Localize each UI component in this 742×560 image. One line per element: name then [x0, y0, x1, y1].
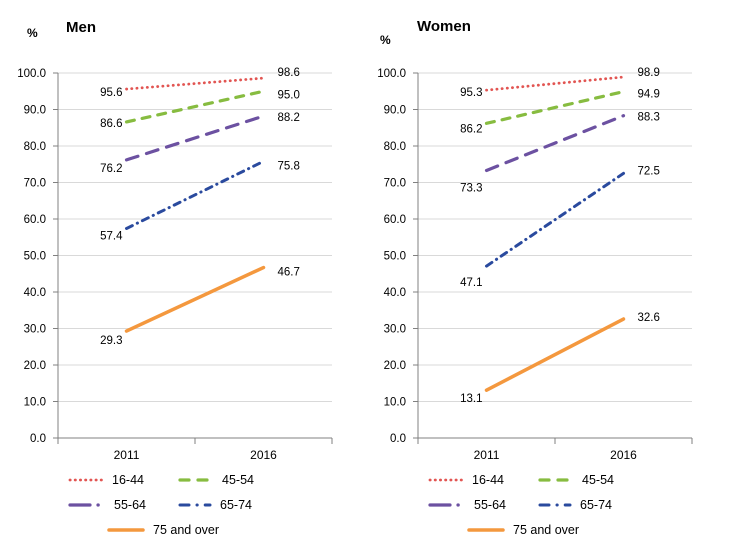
- y-axis-tick-label: 50.0: [24, 251, 46, 263]
- legend-item-16-44: 16-44: [428, 473, 504, 487]
- legend-label: 16-44: [472, 473, 504, 487]
- legend-line-sample: [178, 503, 212, 507]
- legend-item-55-64: 55-64: [428, 498, 506, 512]
- series-line-55-64: [484, 114, 626, 173]
- legend-line-sample: [178, 478, 214, 482]
- data-label: 88.2: [278, 112, 300, 124]
- y-axis-unit-label: %: [27, 26, 38, 40]
- data-label: 72.5: [638, 165, 660, 177]
- data-label: 13.1: [460, 393, 482, 405]
- y-axis-tick-label: 40.0: [24, 287, 46, 299]
- legend-label: 55-64: [474, 498, 506, 512]
- y-axis-tick-label: 40.0: [384, 287, 406, 299]
- legend-label: 16-44: [112, 473, 144, 487]
- data-label: 75.8: [278, 160, 300, 172]
- y-axis-tick-label: 30.0: [384, 324, 406, 336]
- legend-item-75-and-over: 75 and over: [467, 523, 579, 537]
- data-label: 98.6: [278, 67, 300, 79]
- chart-title-women: Women: [417, 18, 471, 35]
- legend-item-45-54: 45-54: [178, 473, 254, 487]
- y-axis-tick-label: 10.0: [24, 397, 46, 409]
- legend-line-sample: [467, 528, 505, 532]
- legend-line-sample: [107, 528, 145, 532]
- x-axis-tick-label: 2016: [610, 448, 637, 462]
- legend-item-65-74: 65-74: [178, 498, 252, 512]
- legend-item-55-64: 55-64: [68, 498, 146, 512]
- series-line-55-64: [124, 114, 266, 162]
- y-axis-tick-label: 60.0: [384, 214, 406, 226]
- legend-label: 75 and over: [153, 523, 220, 537]
- data-label: 32.6: [638, 312, 660, 324]
- data-label: 57.4: [100, 230, 123, 242]
- plot-area-women: 0.0 10.0 20.0 30.0 40.0 50.0 60.0 70.0 80.0 90.0 1…: [377, 67, 693, 462]
- legend-label: 55-64: [114, 498, 146, 512]
- y-axis-tick-label: 0.0: [30, 433, 46, 445]
- series-line-75-and-over: [124, 265, 266, 333]
- series-line-16-44: [485, 75, 625, 92]
- series-line-16-44: [125, 76, 265, 91]
- legend-label: 45-54: [582, 473, 614, 487]
- series-line-45-54: [124, 89, 266, 124]
- legend-item-16-44: 16-44: [68, 473, 144, 487]
- y-axis-tick-label: 90.0: [24, 105, 46, 117]
- data-label: 73.3: [460, 182, 482, 194]
- y-axis-tick-label: 60.0: [24, 214, 46, 226]
- legend-label: 45-54: [222, 473, 254, 487]
- legend-line-sample: [538, 478, 574, 482]
- y-axis-tick-label: 20.0: [384, 360, 406, 372]
- legend-item-75-and-over: 75 and over: [107, 523, 219, 537]
- series-line-65-74: [485, 171, 625, 268]
- y-axis-tick-label: 100.0: [377, 68, 406, 80]
- data-label: 76.2: [100, 163, 122, 175]
- y-axis-tick-label: 30.0: [24, 324, 46, 336]
- chart-panel-women: % Women 0.0 10.0 20.0 30.0 40.0 50.0 60.0 70.0 8…: [371, 0, 742, 560]
- x-axis-tick-label: 2011: [114, 448, 140, 462]
- x-axis-tick-label: 2011: [474, 448, 500, 462]
- data-label: 86.6: [100, 118, 122, 130]
- legend-item-65-74: 65-74: [538, 498, 612, 512]
- y-axis-tick-label: 70.0: [24, 178, 46, 190]
- y-axis-tick-label: 0.0: [390, 433, 406, 445]
- legend-label: 65-74: [580, 498, 612, 512]
- legend-line-sample: [428, 478, 464, 482]
- data-label: 46.7: [278, 267, 300, 279]
- y-axis-tick-label: 100.0: [17, 68, 46, 80]
- legend-line-sample: [538, 503, 572, 507]
- legend-line-sample: [428, 503, 466, 507]
- legend-line-sample: [68, 503, 106, 507]
- legend-item-45-54: 45-54: [538, 473, 614, 487]
- y-axis-tick-label: 10.0: [384, 397, 406, 409]
- y-axis-tick-label: 80.0: [384, 141, 406, 153]
- y-axis-tick-label: 20.0: [24, 360, 46, 372]
- legend-line-sample: [68, 478, 104, 482]
- data-label: 98.9: [638, 67, 660, 79]
- series-line-65-74: [125, 159, 265, 230]
- data-label: 94.9: [638, 89, 660, 101]
- y-axis-tick-label: 70.0: [384, 178, 406, 190]
- y-axis-tick-label: 80.0: [24, 141, 46, 153]
- plot-area-men: 0.0 10.0 20.0 30.0 40.0 50.0 60.0 70.0 80.0 90.0 1…: [17, 67, 333, 462]
- legend-label: 65-74: [220, 498, 252, 512]
- chart-panel-men: % Men 0.0 10.0 20.0 30.0 40.0 50.0 60.0 70.0 80.…: [17, 19, 333, 537]
- data-label: 95.0: [278, 89, 300, 101]
- data-label: 95.3: [460, 87, 482, 99]
- y-axis-tick-label: 90.0: [384, 105, 406, 117]
- x-axis-tick-label: 2016: [250, 448, 277, 462]
- y-axis-tick-label: 50.0: [384, 251, 406, 263]
- y-axis-unit-label: %: [380, 33, 391, 47]
- data-label: 47.1: [460, 277, 482, 289]
- series-line-45-54: [484, 90, 626, 125]
- legend-label: 75 and over: [513, 523, 580, 537]
- data-label: 29.3: [100, 335, 122, 347]
- series-line-75-and-over: [484, 317, 626, 392]
- chart-title-men: Men: [66, 19, 96, 36]
- data-label: 95.6: [100, 87, 122, 99]
- data-label: 88.3: [638, 112, 660, 124]
- data-label: 86.2: [460, 123, 482, 135]
